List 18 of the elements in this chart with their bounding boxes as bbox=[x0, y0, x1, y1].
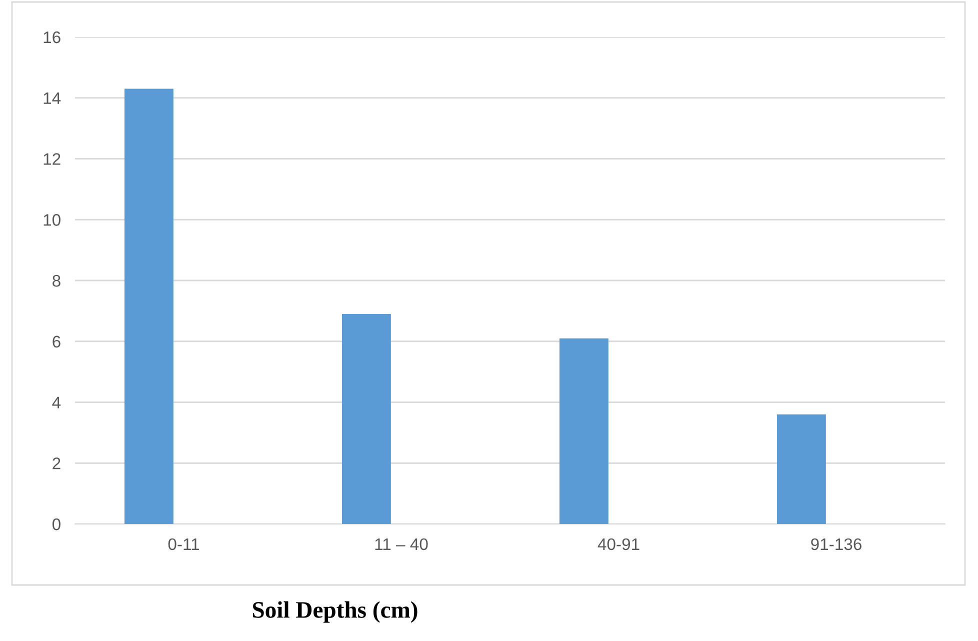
bar bbox=[776, 414, 826, 524]
y-tick-label: 4 bbox=[52, 396, 61, 408]
x-tick-label: 0-11 bbox=[168, 538, 200, 550]
y-tick-label: 2 bbox=[52, 458, 60, 470]
y-tick-label: 16 bbox=[44, 31, 60, 44]
x-tick-label: 11 – 40 bbox=[375, 538, 428, 550]
bar bbox=[124, 88, 174, 524]
x-tick-label: 91-136 bbox=[811, 538, 862, 550]
y-tick-label: 12 bbox=[44, 153, 60, 165]
x-tick-label: 40-91 bbox=[598, 538, 640, 550]
y-tick-label: 8 bbox=[52, 274, 60, 287]
y-tick-label: 6 bbox=[52, 336, 60, 348]
x-axis-title: Soil Depths (cm) bbox=[252, 601, 418, 623]
bar bbox=[342, 314, 391, 524]
y-tick-label: 14 bbox=[44, 92, 61, 104]
bar bbox=[559, 338, 608, 524]
y-tick-label: 0 bbox=[52, 518, 60, 530]
y-tick-label: 10 bbox=[44, 214, 60, 226]
